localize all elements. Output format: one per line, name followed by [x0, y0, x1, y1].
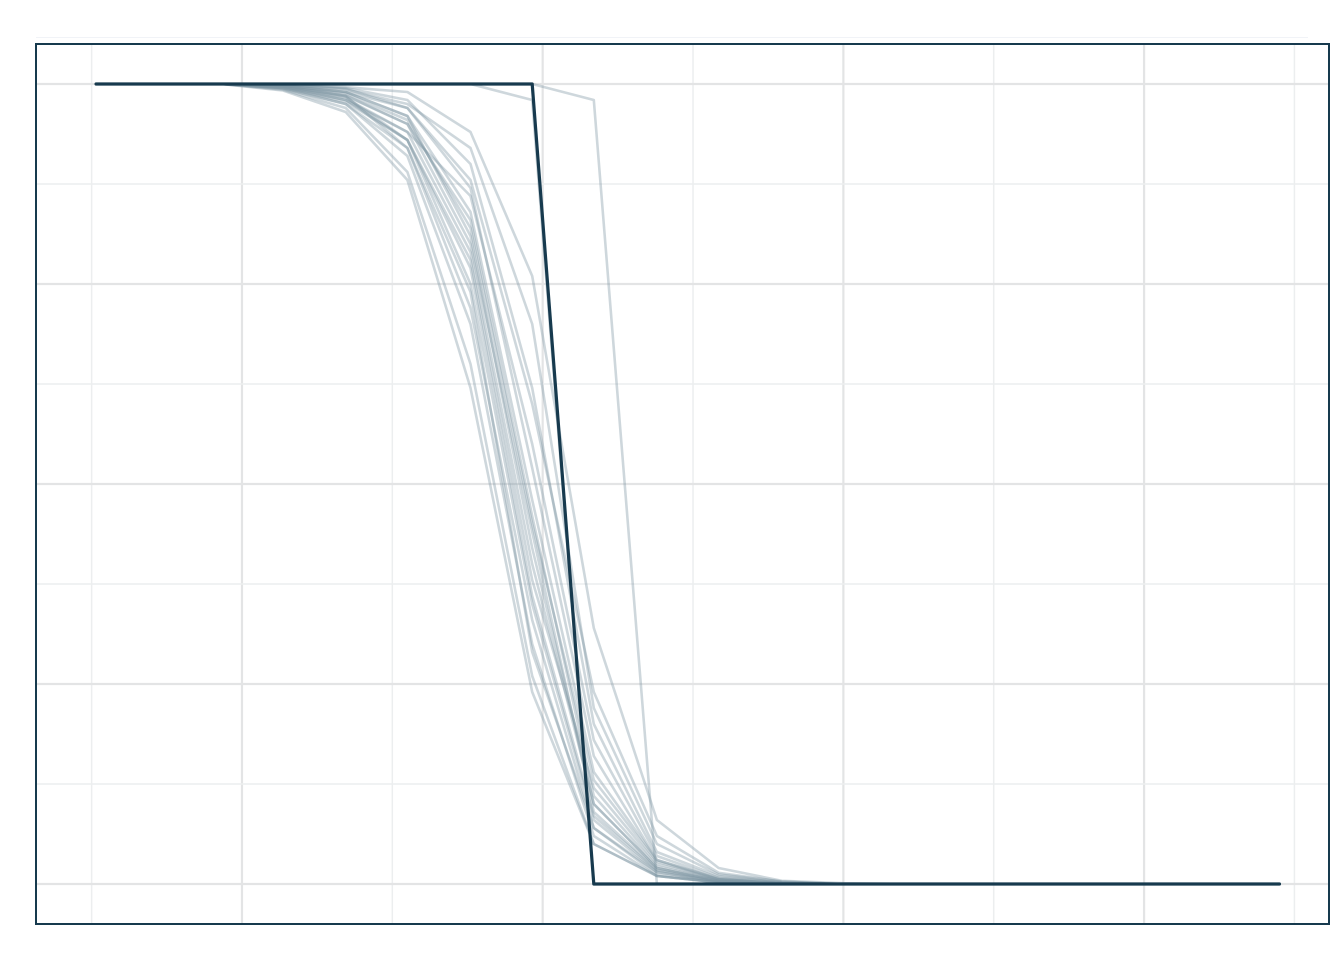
- highlight-series-line: [94, 82, 1282, 886]
- grid: [36, 44, 1329, 924]
- series-lines: [94, 82, 1282, 886]
- top-strip: [36, 37, 1308, 38]
- plot-frame: [35, 43, 1330, 925]
